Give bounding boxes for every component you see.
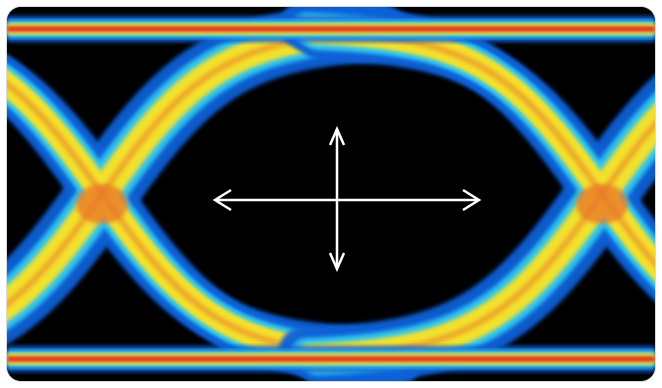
rail-bottom-4 [7, 357, 655, 361]
eye-height-arrowhead-bottom [328, 252, 346, 273]
crossing-hotspot-1 [576, 184, 628, 224]
eye-height-arrowhead-top [328, 125, 346, 146]
eye-diagram-frame [7, 7, 655, 381]
eye-diagram [7, 7, 655, 381]
signal-rails [7, 16, 655, 372]
crossing-hotspot-0 [76, 184, 128, 224]
measurement-markers [212, 125, 482, 273]
eye-width-arrowhead-left [212, 188, 232, 212]
eye-width-arrowhead-right [462, 188, 482, 212]
rail-top-4 [7, 27, 655, 31]
